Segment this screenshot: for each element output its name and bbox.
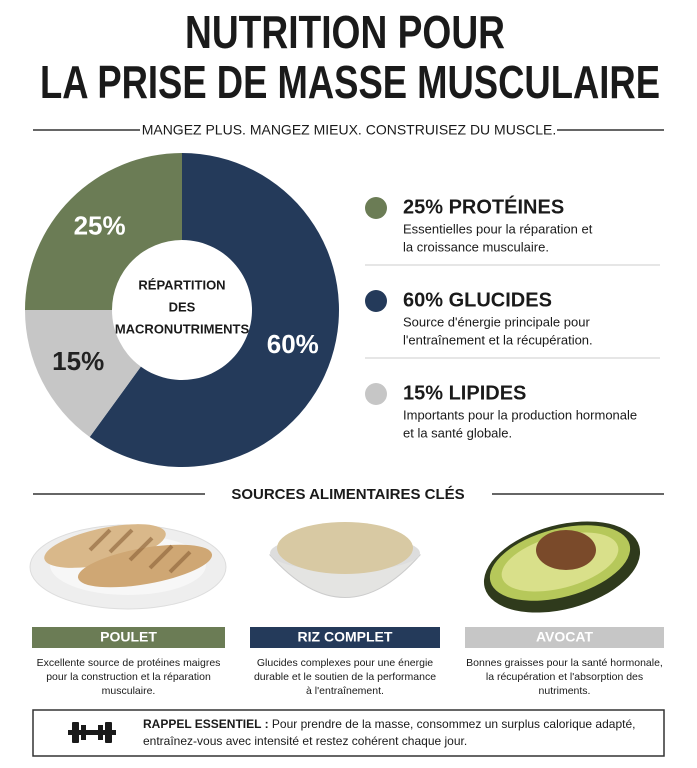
food-text: pour la construction et la réparation <box>46 671 211 683</box>
food-text: à l'entraînement. <box>306 685 384 697</box>
note-label: RAPPEL ESSENTIEL : <box>143 717 269 731</box>
legend-title: 15% LIPIDES <box>403 382 526 404</box>
chicken-image <box>29 524 227 610</box>
note-text: entraînez-vous avec intensité et restez … <box>143 734 467 748</box>
subtitle: MANGEZ PLUS. MANGEZ MIEUX. CONSTRUISEZ D… <box>142 122 557 138</box>
food-label-bar <box>250 627 440 648</box>
avocado-image <box>483 521 641 613</box>
legend-text: Source d'énergie principale pour <box>403 314 590 329</box>
donut-slice <box>25 153 182 310</box>
food-name: POULET <box>100 629 157 645</box>
legend-marker <box>365 383 387 405</box>
slice-label: 25% <box>74 210 126 240</box>
legend-title: 60% GLUCIDES <box>403 289 552 311</box>
legend-marker <box>365 290 387 312</box>
food-text: Bonnes graisses pour la santé hormonale, <box>466 657 663 669</box>
center-label: RÉPARTITION <box>138 277 225 292</box>
food-text: Excellente source de protéines maigres <box>37 657 221 669</box>
note-text: Pour prendre de la masse, consommez un s… <box>269 717 636 731</box>
legend-text: l'entraînement et la récupération. <box>403 332 593 347</box>
food-text: durable et le soutien de la performance <box>254 671 436 683</box>
food-name: AVOCAT <box>536 629 593 645</box>
food-name: RIZ COMPLET <box>298 629 393 645</box>
center-label: DES <box>169 299 196 314</box>
donut-slice <box>25 310 141 438</box>
legend-title: 25% PROTÉINES <box>403 195 564 218</box>
food-label-bar <box>32 627 225 648</box>
food-text: musculaire. <box>102 685 156 697</box>
food-label-bar <box>465 627 664 648</box>
donut-chart: 25% 60% 15% RÉPARTITION DES MACRONUTRIMENTS <box>25 153 340 467</box>
legend-text: et la santé globale. <box>403 425 512 440</box>
food-text: Glucides complexes pour une énergie <box>257 657 433 669</box>
center-label: MACRONUTRIMENTS <box>115 321 250 336</box>
legend-text: Importants pour la production hormonale <box>403 407 637 422</box>
title: LA PRISE DE MASSE MUSCULAIRE <box>40 56 660 108</box>
note-box <box>32 709 665 757</box>
dumbbell-icon <box>68 722 116 743</box>
food-text: nutriments. <box>539 685 591 697</box>
food-text: la récupération et l'absorption des <box>486 671 643 683</box>
legend: 25% PROTÉINES Essentielles pour la répara… <box>365 195 660 440</box>
food-sources: POULET Excellente source de protéines mai… <box>32 627 664 697</box>
slice-label: 60% <box>267 329 319 359</box>
slice-label: 15% <box>52 346 104 376</box>
legend-marker <box>365 197 387 219</box>
note: RAPPEL ESSENTIEL : Pour prendre de la ma… <box>143 717 635 731</box>
rice-image <box>268 522 422 598</box>
legend-text: Essentielles pour la réparation et <box>403 221 593 236</box>
section-title: SOURCES ALIMENTAIRES CLÉS <box>231 486 464 503</box>
title: NUTRITION POUR <box>185 6 505 58</box>
donut-slice <box>89 153 340 467</box>
legend-text: la croissance musculaire. <box>403 239 549 254</box>
